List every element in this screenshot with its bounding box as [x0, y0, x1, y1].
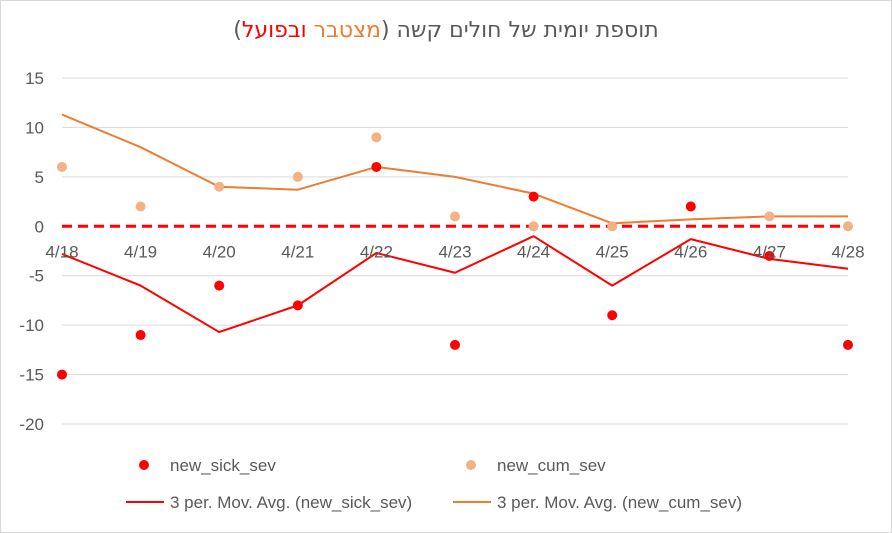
x-tick-label: 4/27 — [753, 242, 786, 261]
x-tick-label: 4/18 — [45, 242, 78, 261]
y-tick-label: -10 — [19, 316, 44, 335]
data-point — [843, 339, 853, 350]
y-tick-label: 15 — [25, 69, 44, 88]
data-point — [607, 221, 618, 232]
legend-label-mov-avg-sick: 3 per. Mov. Avg. (new_sick_sev) — [170, 493, 412, 512]
chart-title: תוספת יומית של חולים קשה (מצטבר ובפועל) — [0, 18, 892, 43]
data-point — [292, 300, 303, 311]
x-tick-label: 4/28 — [831, 242, 864, 261]
y-tick-label: 0 — [35, 217, 44, 236]
x-tick-label: 4/20 — [203, 242, 236, 261]
legend-label-mov-avg-cum: 3 per. Mov. Avg. (new_cum_sev) — [497, 493, 742, 512]
series-line — [61, 113, 848, 225]
data-point — [450, 339, 460, 350]
data-point — [843, 221, 853, 232]
scatter-points — [57, 132, 853, 380]
x-tick-label: 4/25 — [596, 242, 629, 261]
legend-marker-new-sick-sev — [139, 460, 149, 470]
series-line — [61, 235, 849, 334]
data-point — [57, 161, 67, 172]
data-point — [685, 201, 696, 212]
moving-average-lines — [61, 113, 849, 334]
x-tick-label: 4/26 — [674, 242, 707, 261]
x-tick-label: 4/22 — [360, 242, 393, 261]
data-point — [292, 171, 303, 182]
data-point — [371, 161, 382, 172]
y-tick-label: 10 — [25, 118, 44, 137]
y-tick-label: -15 — [19, 366, 44, 385]
x-tick-label: 4/23 — [438, 242, 471, 261]
data-point — [214, 181, 225, 192]
legend-marker-new-cum-sev — [466, 460, 476, 470]
y-tick-label: -5 — [29, 267, 44, 286]
data-point — [371, 132, 382, 143]
data-point — [450, 211, 460, 222]
title-part-close: ) — [233, 18, 242, 43]
title-part-actual: ובפועל — [241, 18, 307, 43]
data-point — [135, 330, 146, 341]
data-point — [764, 250, 775, 261]
x-tick-label: 4/21 — [281, 242, 314, 261]
x-axis-labels: 4/18 4/19 4/20 4/21 4/22 4/23 4/24 4/25 4/26 4/27… — [45, 242, 864, 261]
legend-label-new-sick-sev: new_sick_sev — [170, 456, 276, 475]
y-tick-label: -20 — [19, 415, 44, 434]
data-point — [528, 221, 539, 232]
data-point — [607, 310, 618, 321]
y-tick-label: 5 — [35, 168, 44, 187]
legend: new_sick_sev new_cum_sev 3 per. Mov. Avg. … — [126, 456, 742, 512]
title-part-0: תוספת יומית של חולים קשה ( — [380, 18, 659, 43]
data-point — [528, 191, 539, 202]
x-tick-label: 4/19 — [124, 242, 157, 261]
y-axis-labels: 15 10 5 0 -5 -10 -15 -20 — [19, 69, 44, 434]
data-point — [214, 280, 225, 291]
legend-label-new-cum-sev: new_cum_sev — [497, 456, 606, 475]
data-point — [135, 201, 146, 212]
data-point — [57, 369, 67, 380]
data-point — [764, 211, 775, 222]
x-tick-label: 4/24 — [517, 242, 550, 261]
title-part-cumulative: מצטבר — [313, 18, 381, 43]
